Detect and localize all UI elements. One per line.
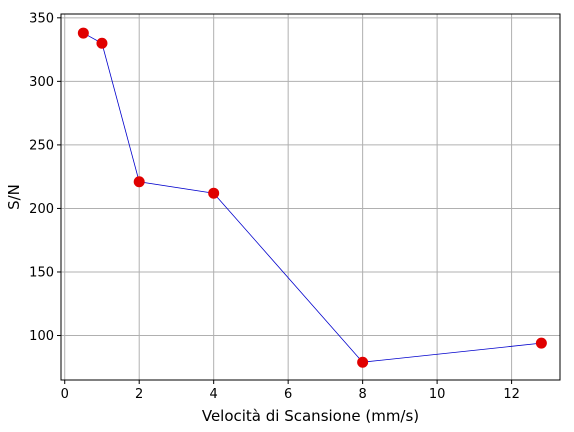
y-tick-label: 100 — [29, 329, 54, 344]
x-tick-label: 6 — [284, 387, 292, 402]
data-point — [96, 37, 108, 49]
x-axis-label: Velocità di Scansione (mm/s) — [202, 407, 419, 425]
data-point — [535, 337, 547, 349]
x-tick-label: 4 — [210, 387, 218, 402]
x-axis-ticks: 0 2 4 6 8 10 12 — [61, 380, 520, 402]
x-tick-label: 10 — [429, 387, 446, 402]
x-tick-label: 8 — [358, 387, 366, 402]
y-tick-label: 200 — [29, 202, 54, 217]
y-tick-label: 150 — [29, 265, 54, 280]
y-tick-label: 350 — [29, 11, 54, 26]
series-line-path — [83, 32, 542, 363]
y-tick-label: 250 — [29, 138, 54, 153]
x-tick-label: 0 — [61, 387, 69, 402]
y-tick-label: 300 — [29, 75, 54, 90]
x-tick-label: 12 — [503, 387, 520, 402]
data-points — [77, 27, 547, 368]
data-point — [77, 27, 89, 39]
data-point — [208, 187, 220, 199]
x-tick-label: 2 — [135, 387, 143, 402]
y-axis-ticks: 100 150 200 250 300 350 — [29, 11, 61, 344]
data-point — [133, 176, 145, 188]
series-line — [83, 32, 542, 363]
data-point — [357, 356, 369, 368]
y-axis-label: S/N — [5, 184, 23, 210]
plot-frame — [60, 13, 561, 381]
grid — [61, 14, 560, 380]
